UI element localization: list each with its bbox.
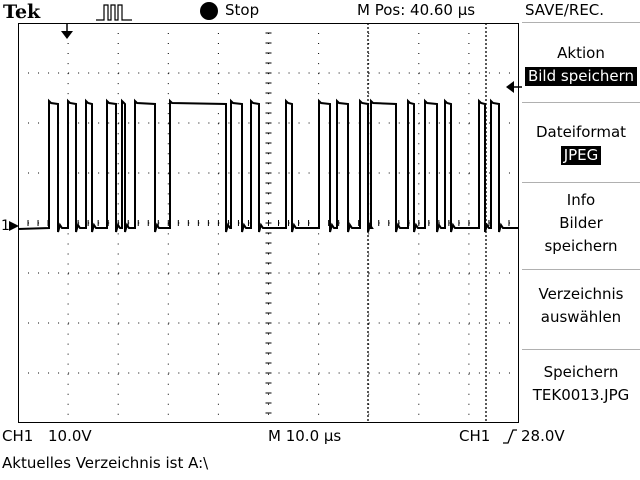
menu-info-line: Bilder <box>559 214 603 232</box>
ch1-ground-marker: 1 <box>0 218 20 234</box>
menu-info-line: Info <box>566 191 596 209</box>
menu-action-button[interactable]: Aktion Bild speichern <box>522 42 640 88</box>
menu-action-label: Aktion <box>557 44 605 62</box>
arrow-right-icon <box>9 221 19 231</box>
ch1-marker-label: 1 <box>1 218 10 234</box>
pulse-waveform-icon <box>96 4 132 21</box>
channel-label: CH1 <box>2 427 34 445</box>
horizontal-position: M Pos: 40.60 µs <box>357 1 476 19</box>
menu-directory-line: Verzeichnis <box>538 285 624 303</box>
rising-edge-icon <box>503 429 517 444</box>
menu-file-format-button[interactable]: Dateiformat JPEG <box>522 121 640 167</box>
menu-separator <box>522 102 640 103</box>
menu-title: SAVE/REC. <box>525 1 605 19</box>
graticule <box>18 23 519 423</box>
channel-scale: 10.0V <box>48 427 92 445</box>
timebase-scale: M 10.0 µs <box>268 427 342 445</box>
menu-save-line: Speichern <box>543 363 619 381</box>
menu-save-button[interactable]: Speichern TEK0013.JPG <box>522 361 640 407</box>
menu-separator <box>522 269 640 270</box>
filled-circle-icon <box>200 2 218 20</box>
trigger-source: CH1 <box>459 427 491 445</box>
status-message: Aktuelles Verzeichnis ist A:\ <box>2 454 209 472</box>
trigger-level: 28.0V <box>521 427 565 445</box>
menu-select-directory-button[interactable]: Verzeichnis auswählen <box>522 283 640 329</box>
menu-file-format-label: Dateiformat <box>535 123 627 141</box>
menu-action-value: Bild speichern <box>524 67 638 86</box>
trigger-position-arrow-icon <box>61 24 73 39</box>
run-state: Stop <box>225 1 260 19</box>
brand-logo: Tek <box>3 1 41 23</box>
menu-info-line: speichern <box>544 237 618 255</box>
menu-separator <box>522 349 640 350</box>
menu-file-format-value: JPEG <box>560 146 602 165</box>
time-cursors <box>367 23 487 423</box>
menu-save-filename: TEK0013.JPG <box>532 386 630 404</box>
menu-info-button[interactable]: Info Bilder speichern <box>522 189 640 258</box>
menu-directory-line: auswählen <box>540 308 622 326</box>
menu-separator <box>522 22 640 23</box>
waveform-display <box>18 23 519 423</box>
menu-separator <box>522 182 640 183</box>
ch1-trace <box>18 98 519 233</box>
trigger-level-arrow-icon <box>506 81 522 93</box>
